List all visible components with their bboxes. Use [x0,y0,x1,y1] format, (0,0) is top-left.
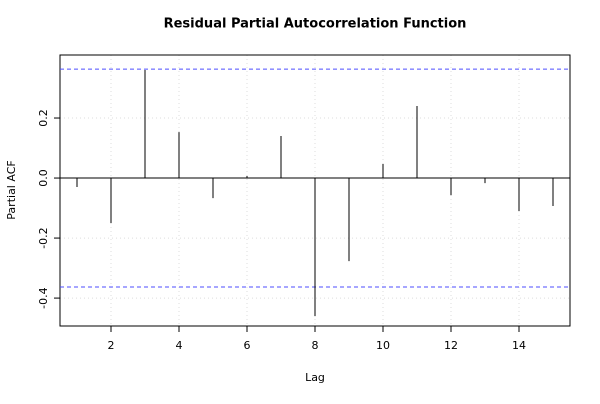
y-tick-label: 0.0 [37,169,50,187]
x-tick-label: 4 [176,339,183,352]
x-tick-label: 14 [512,339,526,352]
x-tick-label: 2 [108,339,115,352]
y-tick-label: -0.4 [37,287,50,308]
x-tick-label: 6 [244,339,251,352]
y-axis-label: Partial ACF [5,160,18,219]
plot-frame [59,54,571,327]
y-tick-label: -0.2 [37,227,50,248]
x-tick-label: 10 [376,339,390,352]
x-axis-label: Lag [305,371,325,384]
y-tick-label: 0.2 [37,109,50,127]
x-tick-label: 8 [312,339,319,352]
chart-title: Residual Partial Autocorrelation Functio… [164,17,467,32]
x-tick-label: 12 [444,339,458,352]
